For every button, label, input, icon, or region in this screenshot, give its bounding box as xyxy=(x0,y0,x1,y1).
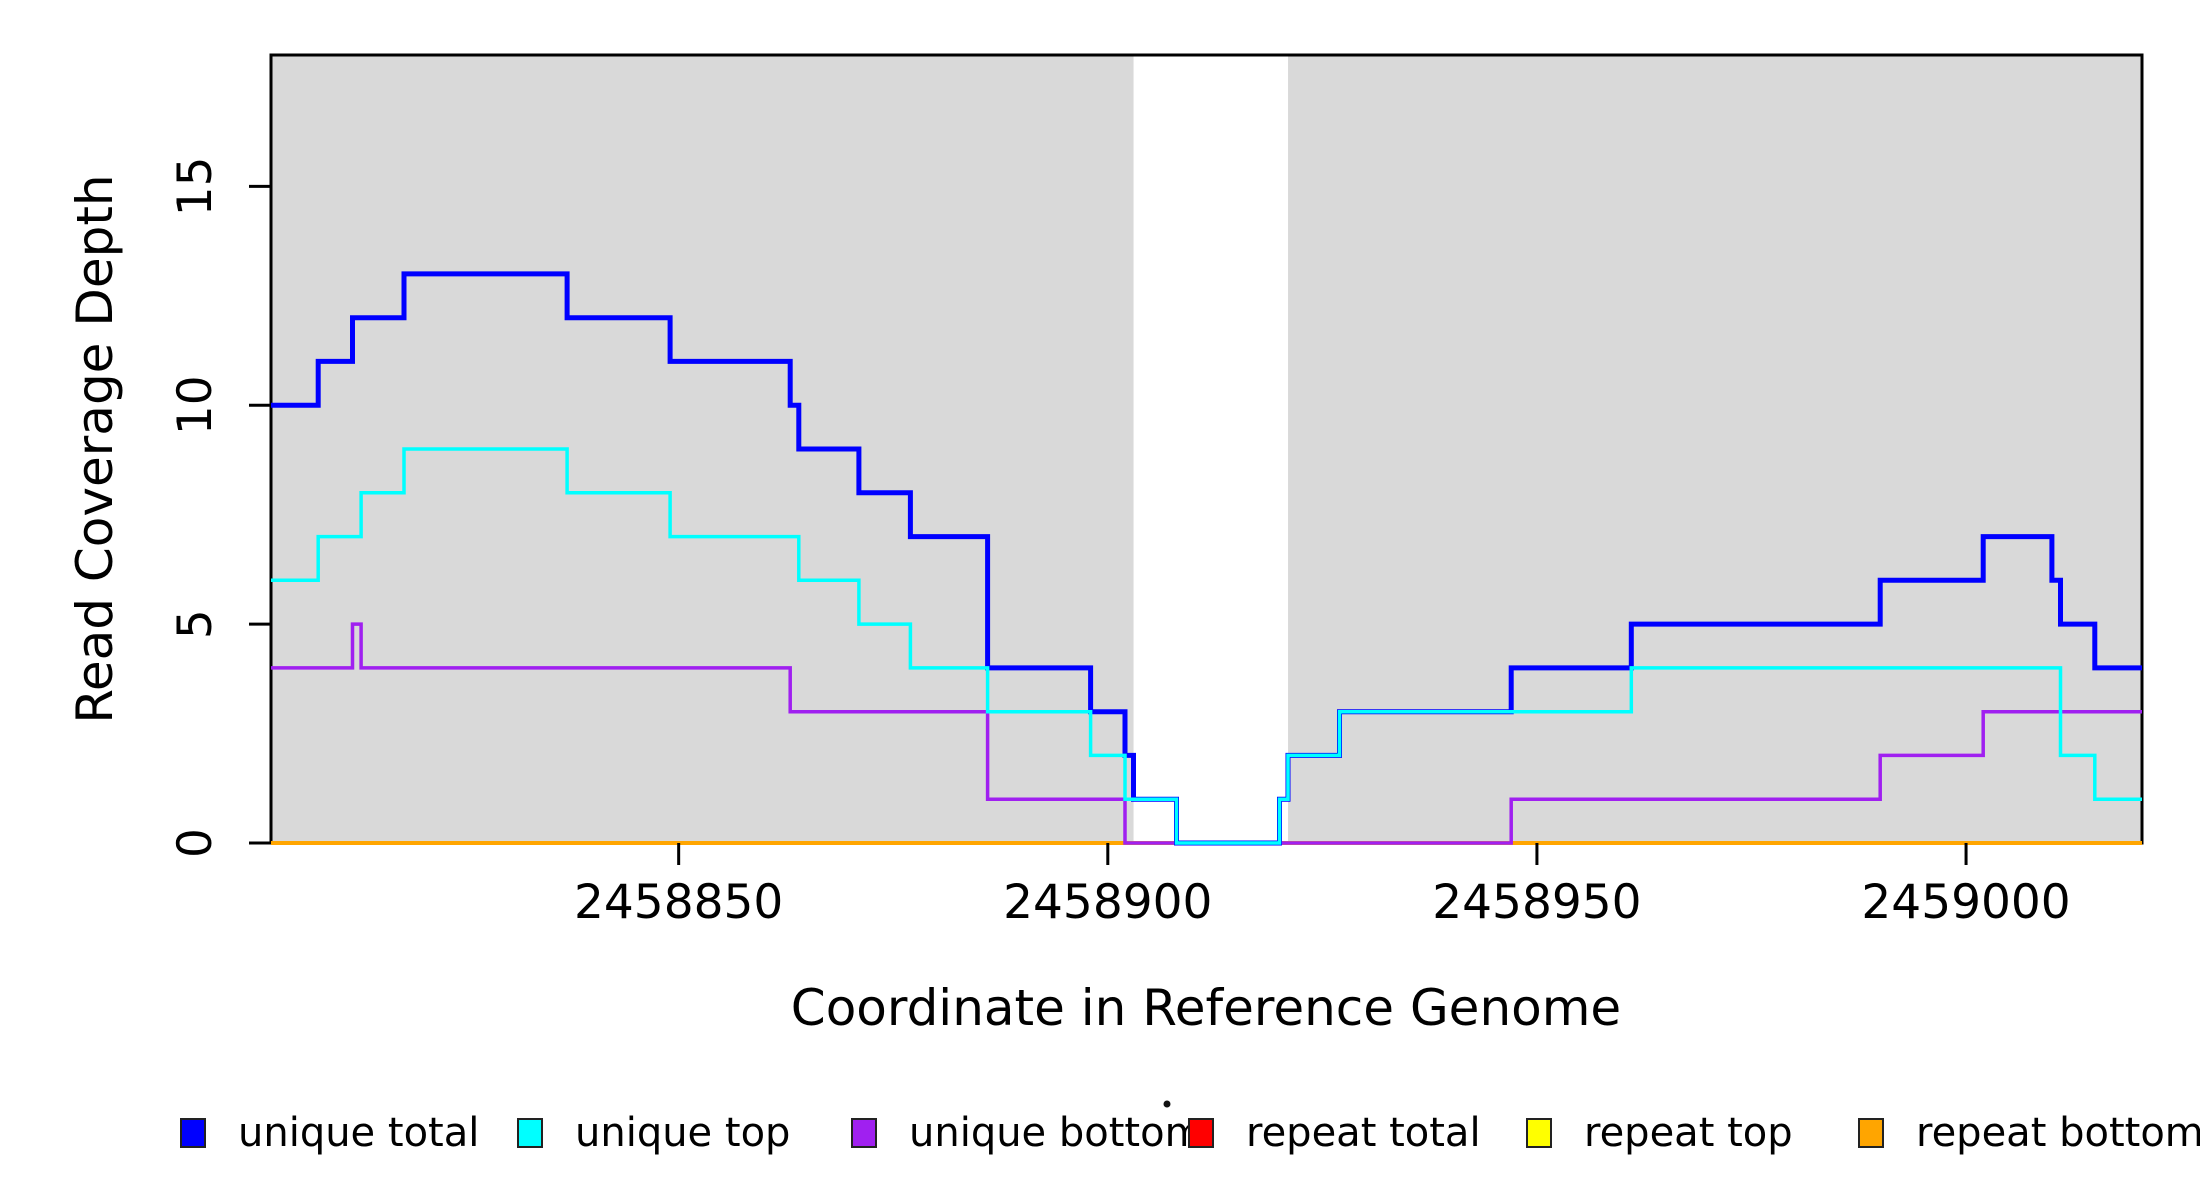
series-unique-top xyxy=(271,447,2142,845)
legend-swatch-unique-bottom xyxy=(851,1118,877,1148)
legend-item-unique-total: unique total xyxy=(180,1110,479,1156)
legend-label-unique-top: unique top xyxy=(575,1110,791,1156)
legend-item-repeat-bottom: repeat bottom xyxy=(1858,1110,2200,1156)
y-tick-label-10: 10 xyxy=(168,375,223,435)
legend-label-repeat-top: repeat top xyxy=(1584,1110,1793,1156)
x-axis-title: Coordinate in Reference Genome xyxy=(790,979,1622,1037)
x-tick-label-2459000: 2459000 xyxy=(1861,875,2070,930)
x-tick-label-2458950: 2458950 xyxy=(1432,875,1641,930)
legend-label-unique-total: unique total xyxy=(238,1110,480,1156)
series-unique-bottom xyxy=(271,622,2142,845)
y-tick-label-5: 5 xyxy=(168,609,223,639)
gray-band-left xyxy=(271,55,1134,843)
x-tick-label-2458850: 2458850 xyxy=(574,875,783,930)
legend-swatch-unique-total xyxy=(180,1118,206,1148)
legend-swatch-repeat-top xyxy=(1526,1118,1552,1148)
y-tick-label-15: 15 xyxy=(168,156,223,216)
y-tick-label-0: 0 xyxy=(168,828,223,858)
x-tick-label-2458900: 2458900 xyxy=(1003,875,1212,930)
legend-swatch-repeat-bottom xyxy=(1858,1118,1884,1148)
stray-dot xyxy=(1163,1100,1171,1108)
legend-item-repeat-total: repeat total xyxy=(1188,1110,1481,1156)
series-unique-total xyxy=(271,271,2142,846)
legend-swatch-unique-top xyxy=(517,1118,543,1148)
gray-band-right xyxy=(1288,55,2142,843)
legend-label-repeat-total: repeat total xyxy=(1246,1110,1481,1156)
legend-item-unique-top: unique top xyxy=(517,1110,790,1156)
y-axis-title: Read Coverage Depth xyxy=(66,174,124,724)
legend-item-unique-bottom: unique bottom xyxy=(851,1110,1204,1156)
legend-item-repeat-top: repeat top xyxy=(1526,1110,1793,1156)
legend-label-repeat-bottom: repeat bottom xyxy=(1916,1110,2200,1156)
legend-swatch-repeat-total xyxy=(1188,1118,1214,1148)
legend-label-unique-bottom: unique bottom xyxy=(909,1110,1204,1156)
